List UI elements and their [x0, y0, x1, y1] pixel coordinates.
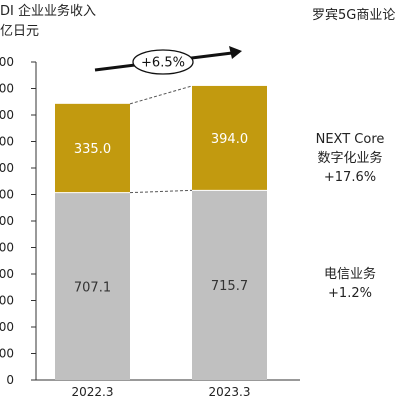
connector-middle — [129, 189, 193, 194]
y-tick-label: 00 — [0, 214, 14, 228]
telecom-line1: 电信业务 — [323, 267, 376, 282]
next-core-growth: +17.6% — [323, 170, 377, 185]
next-core-line2: 数字化业务 — [317, 151, 383, 166]
y-tick-label: 00 — [0, 135, 14, 149]
data-label-telecom: 707.1 — [74, 280, 111, 295]
data-label-telecom: 715.7 — [211, 279, 248, 294]
data-label-next-core: 394.0 — [211, 132, 248, 147]
label-layer: 707.1 335.0 2022.3 715.7 394.0 2023.3 +6.5% — [72, 46, 251, 399]
category-label: 2022.3 — [72, 385, 114, 399]
telecom-growth: +1.2% — [328, 286, 372, 301]
telecom-annotation: 电信业务 +1.2% — [300, 265, 400, 303]
y-tick-label: 0 — [6, 373, 14, 387]
next-core-annotation: NEXT Core 数字化业务 +17.6% — [300, 130, 400, 187]
bar-telecom-1 — [192, 190, 267, 380]
growth-label: +6.5% — [141, 56, 185, 71]
chart-title: DI 企业业务收入 — [0, 4, 96, 19]
y-tick-label: 00 — [0, 55, 14, 69]
next-core-line1: NEXT Core — [315, 132, 385, 147]
connector-top — [129, 85, 193, 105]
y-tick-label: 00 — [0, 188, 14, 202]
y-tick-label: 00 — [0, 108, 14, 122]
growth-arrow-head — [229, 46, 242, 59]
y-tick-label: 00 — [0, 161, 14, 175]
y-tick-label: 00 — [0, 267, 14, 281]
data-label-next-core: 335.0 — [74, 142, 111, 157]
y-tick-label: 00 — [0, 347, 14, 361]
category-label: 2023.3 — [209, 385, 251, 399]
y-tick-label: 00 — [0, 241, 14, 255]
y-tick-label: 00 — [0, 82, 14, 96]
growth-bubble — [132, 49, 194, 75]
bar-layer — [55, 85, 267, 380]
right-title: 罗宾5G商业论 — [312, 8, 396, 23]
y-tick-label: 00 — [0, 294, 14, 308]
bar-next-core-0 — [55, 103, 130, 193]
bar-next-core-1 — [192, 85, 267, 191]
bar-telecom-0 — [55, 192, 130, 380]
chart-unit: 亿日元 — [0, 24, 40, 39]
y-tick-label: 00 — [0, 320, 14, 334]
